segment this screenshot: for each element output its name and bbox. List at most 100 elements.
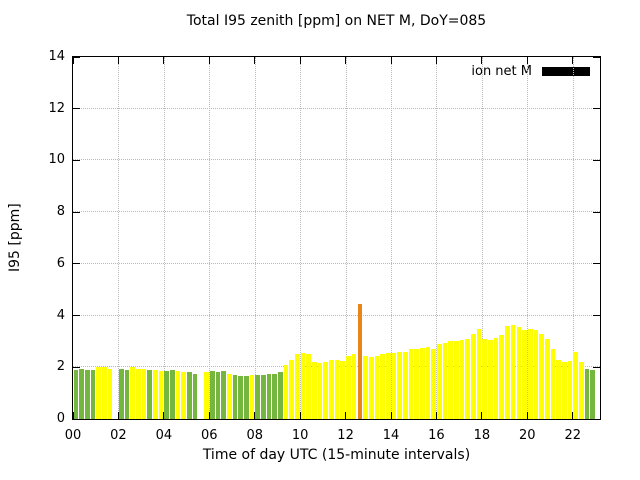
x-tick-mark	[345, 412, 347, 419]
data-bar	[124, 369, 130, 419]
data-bar	[300, 353, 306, 419]
data-bar	[516, 327, 522, 419]
data-bar	[96, 367, 101, 419]
x-tick-mark	[390, 57, 392, 64]
legend: ion net M	[471, 64, 590, 79]
gridline-vertical	[572, 57, 574, 419]
data-bar	[323, 362, 329, 419]
data-bar	[181, 372, 187, 419]
legend-label: ion net M	[471, 64, 532, 79]
data-bar	[295, 354, 300, 419]
data-bar	[147, 369, 153, 419]
data-bar	[442, 342, 448, 419]
gridline-horizontal	[73, 107, 600, 109]
data-bar	[351, 354, 357, 419]
y-tick-label: 8	[56, 204, 65, 220]
x-axis-label: Time of day UTC (15-minute intervals)	[202, 447, 471, 463]
data-bar	[278, 372, 283, 419]
x-tick-label: 04	[155, 428, 173, 443]
y-tick-mark	[593, 159, 600, 161]
y-tick-mark	[593, 108, 600, 110]
y-tick-label: 4	[56, 307, 65, 323]
data-bar	[414, 349, 419, 419]
data-bar	[101, 367, 107, 419]
x-tick-mark	[208, 57, 210, 64]
y-tick-mark	[593, 211, 600, 213]
data-bar	[226, 373, 232, 419]
data-bar	[340, 360, 346, 419]
data-bar	[136, 368, 141, 419]
data-bar	[289, 359, 295, 419]
x-tick-mark	[254, 412, 256, 419]
data-bar	[357, 303, 363, 419]
data-bar	[209, 371, 215, 419]
plot-area: ion net M 0 2 4 6 8 10 12 14 00 02 04 06 08 10 12 14 16 1…	[48, 49, 601, 443]
data-bar	[402, 351, 408, 419]
data-bar	[431, 349, 436, 419]
x-tick-mark	[572, 412, 574, 419]
y-tick-mark	[593, 56, 600, 58]
data-bar	[192, 373, 198, 419]
y-tick-mark	[73, 315, 80, 317]
y-tick-mark	[73, 418, 80, 420]
y-tick-label: 10	[48, 152, 65, 168]
data-bar	[164, 371, 170, 419]
gridline-horizontal	[73, 159, 600, 161]
data-bar	[556, 359, 561, 419]
gridline-vertical	[300, 57, 302, 419]
gridline-vertical	[163, 57, 165, 419]
gridline-vertical	[527, 57, 529, 419]
gridline-vertical	[436, 57, 438, 419]
data-bar	[272, 373, 277, 419]
data-bar	[238, 376, 243, 419]
data-bar	[419, 347, 425, 419]
data-bar	[482, 338, 488, 419]
x-tick-mark	[526, 57, 528, 64]
x-tick-label: 12	[337, 428, 354, 443]
x-tick-mark	[481, 57, 483, 64]
data-bar	[590, 369, 595, 419]
data-bar	[243, 376, 249, 419]
chart-title: Total I95 zenith [ppm] on NET M, DoY=085	[186, 13, 487, 29]
data-bar	[510, 324, 516, 419]
y-tick-mark	[73, 56, 80, 58]
data-bar	[158, 371, 164, 419]
data-bar	[260, 375, 266, 419]
y-tick-mark	[593, 418, 600, 420]
data-bar	[476, 328, 482, 419]
y-tick-label: 14	[48, 49, 65, 64]
x-tick-mark	[72, 57, 74, 64]
x-tick-mark	[435, 57, 437, 64]
data-bar	[175, 371, 181, 419]
gridline-vertical	[391, 57, 393, 419]
data-bar	[567, 360, 573, 419]
data-bar	[232, 375, 238, 419]
data-bar	[346, 355, 351, 419]
y-tick-label: 12	[48, 100, 65, 116]
x-tick-mark	[572, 57, 574, 64]
x-tick-mark	[435, 412, 437, 419]
gridline-vertical	[481, 57, 483, 419]
data-bar	[448, 341, 454, 419]
x-tick-mark	[72, 412, 74, 419]
x-tick-label: 08	[246, 428, 263, 443]
y-tick-mark	[593, 263, 600, 265]
data-bar	[187, 372, 192, 419]
gridline-vertical	[209, 57, 211, 419]
data-bar	[374, 355, 380, 419]
x-tick-mark	[299, 412, 301, 419]
y-tick-mark	[73, 366, 80, 368]
y-tick-mark	[73, 211, 80, 213]
data-bar	[584, 368, 590, 419]
x-tick-label: 06	[201, 428, 218, 443]
data-bar	[317, 363, 323, 419]
data-bar	[141, 368, 147, 419]
data-bar	[425, 346, 431, 419]
y-tick-mark	[73, 108, 80, 110]
data-bar	[255, 375, 260, 419]
data-bar	[73, 369, 79, 419]
x-tick-label: 20	[519, 428, 536, 443]
x-tick-mark	[117, 412, 119, 419]
x-tick-mark	[390, 412, 392, 419]
data-bar	[312, 362, 317, 419]
